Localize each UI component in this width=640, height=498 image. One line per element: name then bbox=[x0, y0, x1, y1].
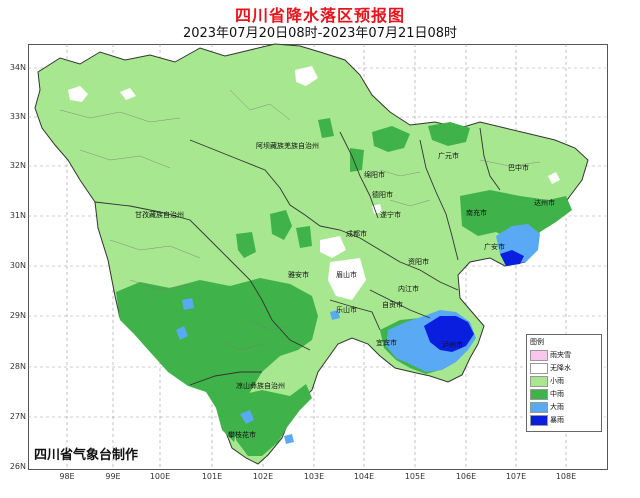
lat-label: 27N bbox=[9, 412, 26, 421]
no-rain-areas bbox=[68, 66, 560, 300]
lat-label: 31N bbox=[9, 211, 26, 220]
legend-item-moderate-rain: 中雨 bbox=[530, 388, 600, 400]
city-label: 雅安市 bbox=[288, 271, 309, 279]
legend-swatch bbox=[530, 376, 548, 387]
legend-title: 图例 bbox=[530, 338, 544, 346]
legend-item-storm: 暴雨 bbox=[530, 414, 600, 426]
map-title: 四川省降水落区预报图 bbox=[234, 6, 405, 25]
legend: 图例 雨夹雪 无降水 小雨 中雨 大雨 暴雨 bbox=[526, 334, 602, 432]
credit-text: 四川省气象台制作 bbox=[34, 448, 139, 463]
city-label: 广元市 bbox=[438, 152, 459, 160]
city-label: 遂宁市 bbox=[380, 211, 401, 219]
city-label: 资阳市 bbox=[408, 258, 429, 266]
city-label: 成都市 bbox=[346, 230, 367, 238]
legend-swatch bbox=[530, 363, 548, 374]
legend-item-no-rain: 无降水 bbox=[530, 362, 600, 374]
legend-label: 暴雨 bbox=[550, 416, 564, 424]
lat-label: 28N bbox=[9, 362, 26, 371]
city-label: 达州市 bbox=[534, 199, 555, 207]
city-label: 甘孜藏族自治州 bbox=[135, 211, 184, 219]
lat-label: 33N bbox=[9, 112, 26, 121]
lon-label: 106E bbox=[455, 472, 477, 481]
lon-label: 102E bbox=[252, 472, 274, 481]
city-label: 绵阳市 bbox=[364, 171, 385, 179]
city-label: 凉山彝族自治州 bbox=[236, 382, 285, 390]
city-label: 巴中市 bbox=[508, 164, 529, 172]
city-label: 自贡市 bbox=[382, 301, 403, 309]
lat-label: 32N bbox=[9, 161, 26, 170]
city-label: 广安市 bbox=[484, 243, 505, 251]
legend-item-sleet: 雨夹雪 bbox=[530, 349, 600, 361]
legend-item-heavy-rain: 大雨 bbox=[530, 401, 600, 413]
prefecture-boundaries bbox=[94, 127, 501, 386]
legend-label: 小雨 bbox=[550, 377, 564, 385]
city-label: 南充市 bbox=[466, 209, 487, 217]
legend-item-light-rain: 小雨 bbox=[530, 375, 600, 387]
legend-label: 无降水 bbox=[550, 364, 571, 372]
lon-label: 101E bbox=[201, 472, 223, 481]
storm-areas bbox=[424, 250, 524, 352]
county-boundaries bbox=[59, 89, 541, 351]
lon-label: 107E bbox=[505, 472, 527, 481]
legend-swatch bbox=[530, 415, 548, 426]
lon-label: 98E bbox=[59, 472, 75, 481]
city-label: 攀枝花市 bbox=[228, 431, 256, 439]
map-subtitle: 2023年07月20日08时-2023年07月21日08时 bbox=[182, 26, 458, 41]
city-label: 眉山市 bbox=[336, 271, 357, 279]
lon-label: 103E bbox=[303, 472, 325, 481]
legend-label: 中雨 bbox=[550, 390, 564, 398]
lon-label: 104E bbox=[353, 472, 375, 481]
lat-label: 26N bbox=[9, 462, 26, 471]
legend-swatch bbox=[530, 350, 548, 361]
lon-label: 108E bbox=[555, 472, 577, 481]
legend-swatch bbox=[530, 402, 548, 413]
city-label: 内江市 bbox=[398, 285, 419, 293]
lon-label: 99E bbox=[105, 472, 121, 481]
city-label: 泸州市 bbox=[442, 341, 463, 349]
legend-label: 雨夹雪 bbox=[550, 351, 571, 359]
city-label: 阿坝藏族羌族自治州 bbox=[256, 142, 319, 150]
legend-swatch bbox=[530, 389, 548, 400]
lat-label: 30N bbox=[9, 261, 26, 270]
legend-label: 大雨 bbox=[550, 403, 564, 411]
lon-label: 100E bbox=[149, 472, 171, 481]
city-label: 乐山市 bbox=[336, 306, 357, 314]
lat-label: 29N bbox=[9, 311, 26, 320]
lon-label: 105E bbox=[404, 472, 426, 481]
city-label: 德阳市 bbox=[372, 191, 393, 199]
lat-label: 34N bbox=[9, 63, 26, 72]
city-label: 宜宾市 bbox=[376, 339, 397, 347]
